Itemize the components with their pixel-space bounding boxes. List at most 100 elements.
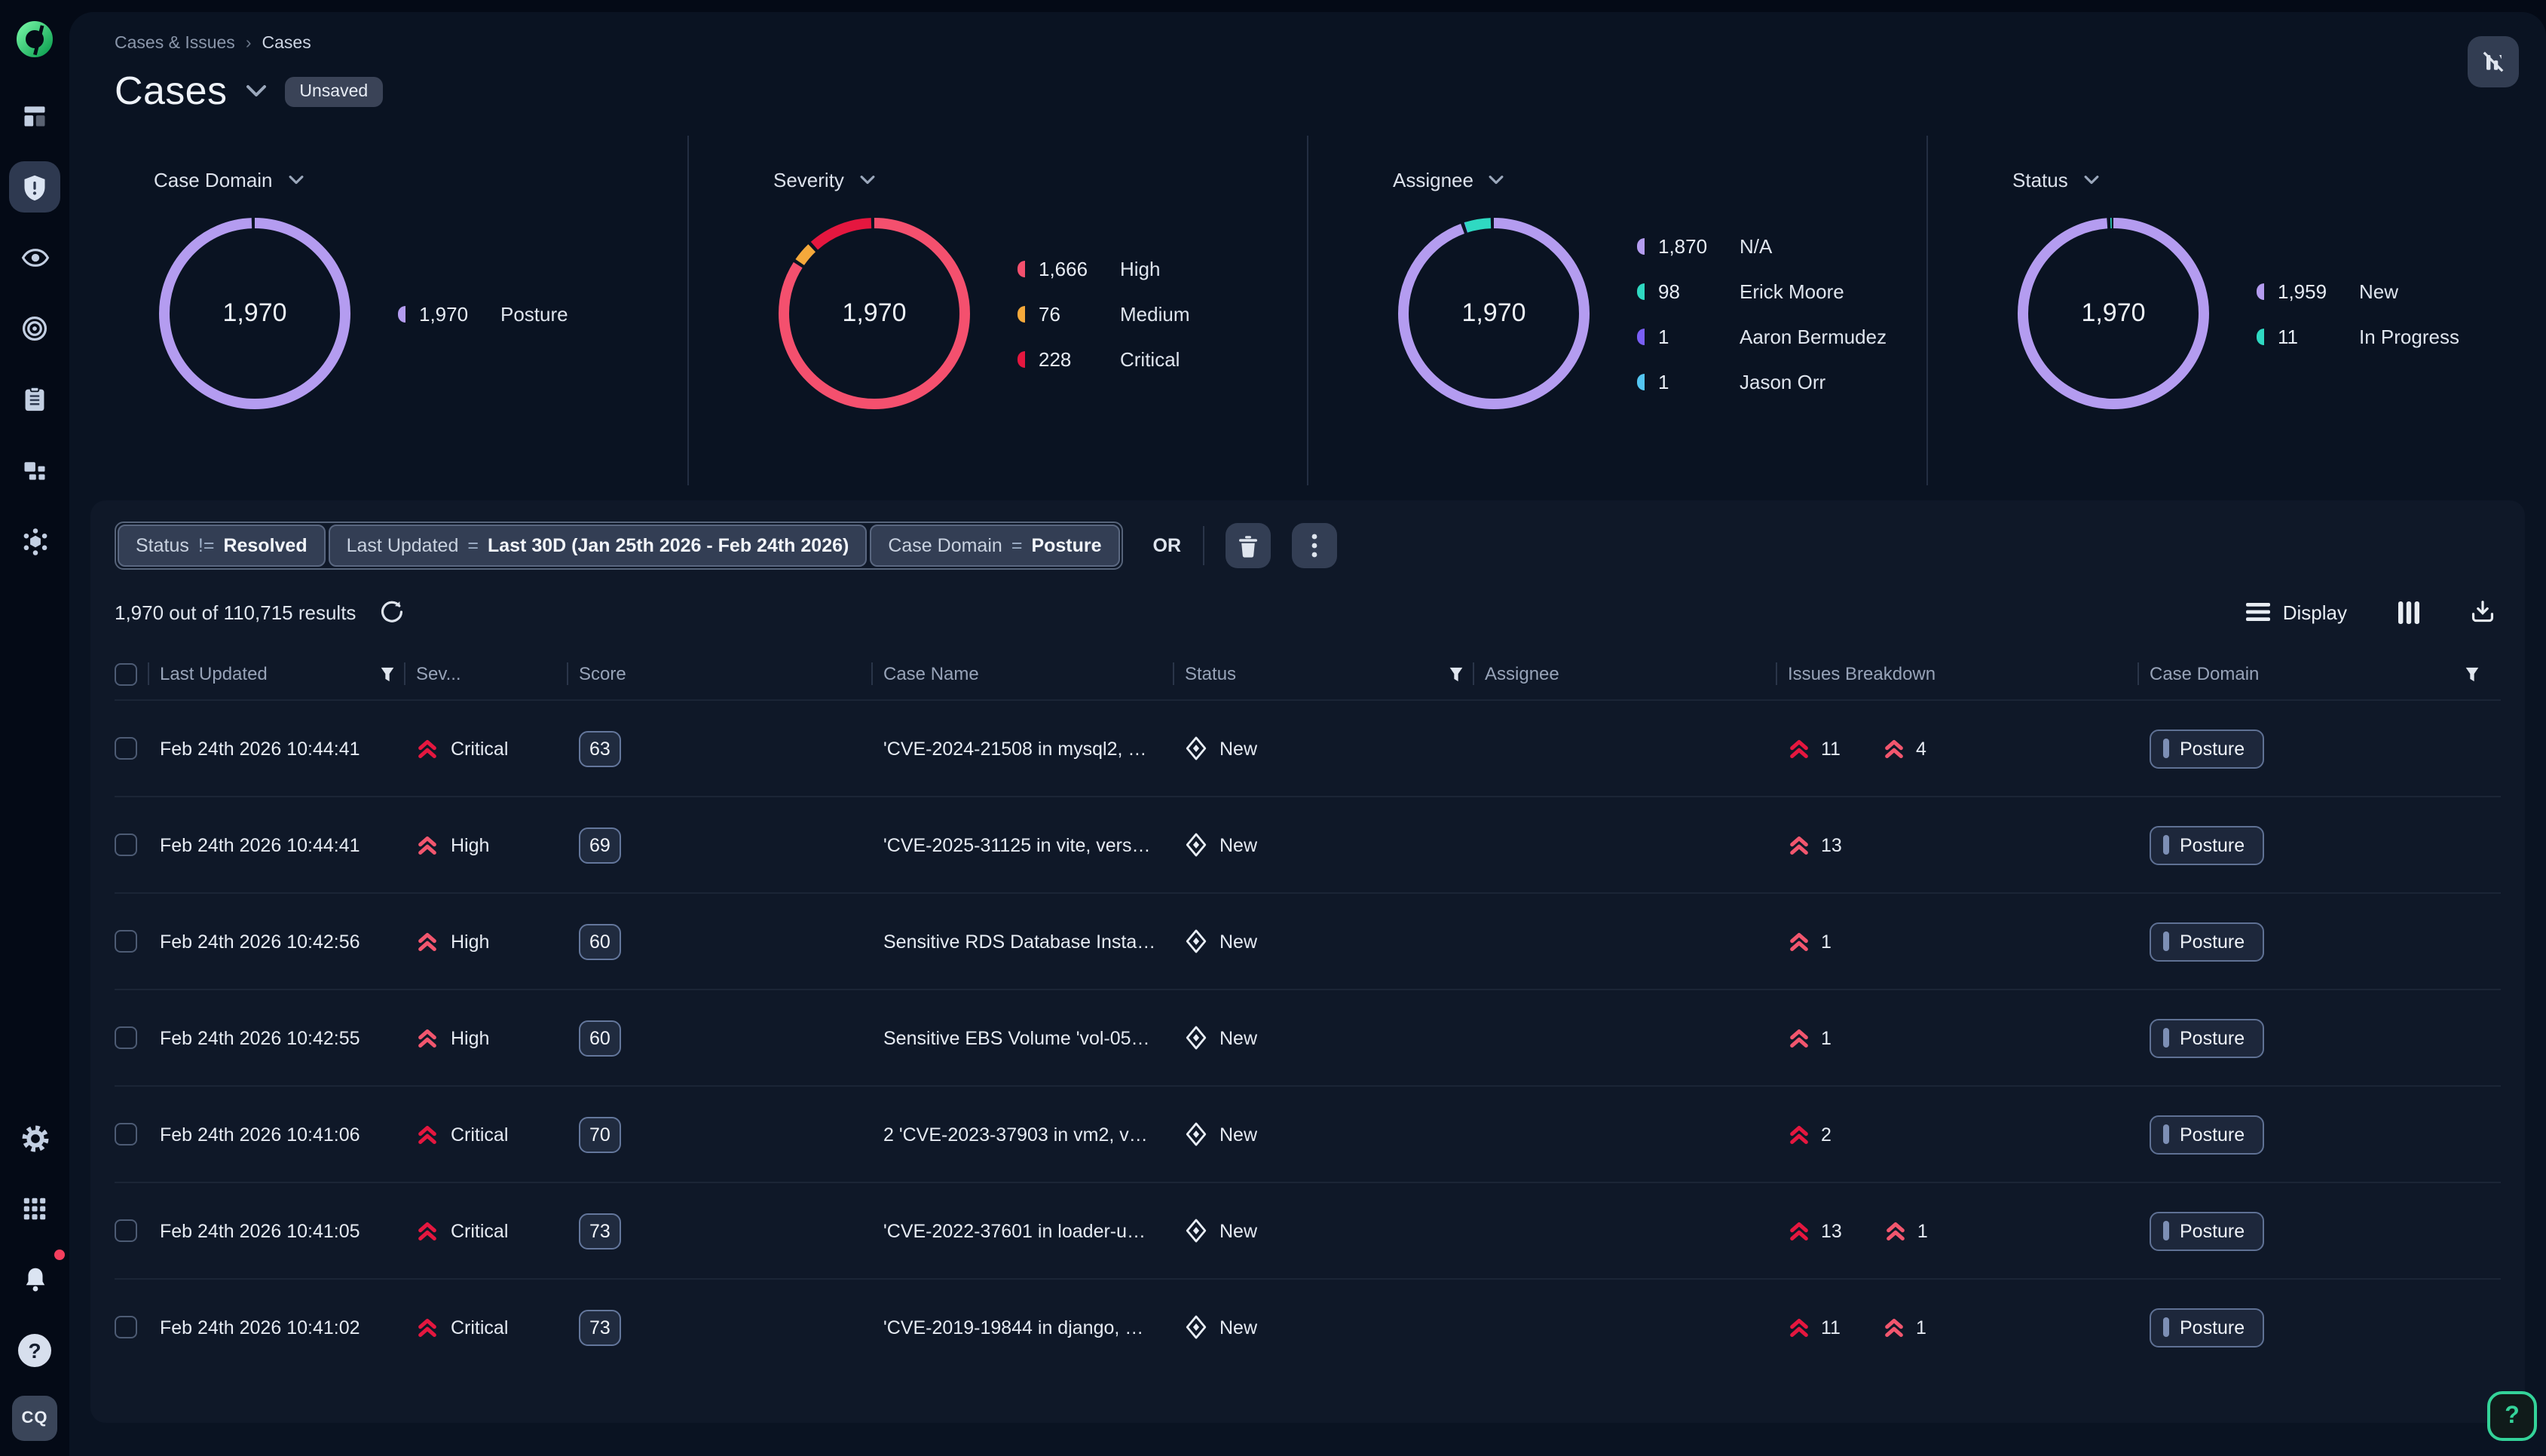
donut-total: 1,970 xyxy=(2012,213,2214,414)
column-filter-icon[interactable] xyxy=(2465,665,2480,682)
chart-card-header[interactable]: Assignee xyxy=(1393,169,1505,191)
sidebar-item-threat-swarm[interactable] xyxy=(9,515,60,567)
table-row[interactable]: Feb 24th 2026 10:41:02 Critical 73 'CVE-… xyxy=(115,1278,2501,1375)
row-checkbox[interactable] xyxy=(115,834,137,856)
notifications-bell-icon[interactable] xyxy=(9,1254,60,1305)
case-domain-badge[interactable]: Posture xyxy=(2150,729,2264,768)
settings-gear-icon[interactable] xyxy=(9,1112,60,1164)
hide-charts-button[interactable] xyxy=(2468,36,2519,87)
sidebar-item-visibility[interactable] xyxy=(9,232,60,283)
cell-issues-breakdown: 2 xyxy=(1788,1124,2150,1145)
row-checkbox[interactable] xyxy=(115,737,137,760)
case-domain-badge[interactable]: Posture xyxy=(2150,922,2264,961)
breadcrumb-parent[interactable]: Cases & Issues xyxy=(115,35,235,53)
table-row[interactable]: Feb 24th 2026 10:42:55 High 60 Sensitive… xyxy=(115,989,2501,1085)
table-row[interactable]: Feb 24th 2026 10:41:05 Critical 73 'CVE-… xyxy=(115,1182,2501,1278)
filter-chip[interactable]: Status != Resolved xyxy=(118,525,326,567)
row-checkbox[interactable] xyxy=(115,1219,137,1242)
column-header-severity[interactable]: Sev... xyxy=(416,663,579,684)
case-name-link[interactable]: 'CVE-2022-37601 in loader-u… xyxy=(883,1220,1146,1241)
table-row[interactable]: Feb 24th 2026 10:41:06 Critical 70 2 'CV… xyxy=(115,1085,2501,1182)
case-name-link[interactable]: 'CVE-2025-31125 in vite, vers… xyxy=(883,834,1151,855)
chart-card-header[interactable]: Severity xyxy=(773,169,876,191)
app-window: ? CQ Cases & Issues › Cases Cases Unsave… xyxy=(0,0,2546,1456)
column-header-case_name[interactable]: Case Name xyxy=(883,663,1185,684)
help-circle-icon[interactable]: ? xyxy=(9,1325,60,1376)
legend-item[interactable]: 228 Critical xyxy=(1017,343,1190,375)
or-label[interactable]: OR xyxy=(1153,535,1182,556)
chart-legend: 1,666 High 76 Medium 228 Critical xyxy=(1017,252,1190,375)
status-new-icon xyxy=(1185,1218,1207,1243)
filter-chip[interactable]: Last Updated = Last 30D (Jan 25th 2026 -… xyxy=(329,525,868,567)
breadcrumb-current[interactable]: Cases xyxy=(262,35,311,53)
column-header-score[interactable]: Score xyxy=(579,663,883,684)
posture-domain-icon xyxy=(2163,931,2169,951)
case-name-link[interactable]: Sensitive EBS Volume 'vol-05… xyxy=(883,1027,1150,1048)
title-chevron-down-icon[interactable] xyxy=(245,84,266,98)
legend-item[interactable]: 98 Erick Moore xyxy=(1637,275,1887,307)
case-name-link[interactable]: Sensitive RDS Database Insta… xyxy=(883,931,1155,952)
row-checkbox[interactable] xyxy=(115,1123,137,1146)
chart-card-header[interactable]: Status xyxy=(2012,169,2100,191)
cell-case-domain: Posture xyxy=(2150,1308,2501,1347)
donut-chart[interactable]: 1,970 xyxy=(1393,213,1595,414)
chart-card-header[interactable]: Case Domain xyxy=(154,169,304,191)
case-domain-badge[interactable]: Posture xyxy=(2150,1308,2264,1347)
user-avatar[interactable]: CQ xyxy=(12,1396,57,1441)
column-header-select[interactable] xyxy=(115,662,160,685)
sidebar-item-cases-issues[interactable] xyxy=(9,161,60,213)
cell-status: New xyxy=(1185,1121,1485,1147)
display-button[interactable]: Display xyxy=(2241,595,2353,629)
severity-chevrons-icon xyxy=(416,834,439,855)
case-name-link[interactable]: 'CVE-2019-19844 in django, … xyxy=(883,1317,1143,1338)
legend-item[interactable]: 1 Aaron Bermudez xyxy=(1637,320,1887,352)
case-domain-badge[interactable]: Posture xyxy=(2150,1115,2264,1154)
sidebar-item-dashboards[interactable] xyxy=(9,90,60,142)
sidebar-item-inventory[interactable] xyxy=(9,445,60,496)
legend-item[interactable]: 1,959 New xyxy=(2257,275,2459,307)
donut-chart[interactable]: 1,970 xyxy=(773,213,975,414)
column-filter-icon[interactable] xyxy=(1449,665,1464,682)
brand-logo-icon[interactable] xyxy=(14,18,56,60)
legend-item[interactable]: 1 Jason Orr xyxy=(1637,366,1887,397)
case-domain-badge[interactable]: Posture xyxy=(2150,1211,2264,1250)
donut-chart[interactable]: 1,970 xyxy=(2012,213,2214,414)
download-button[interactable] xyxy=(2465,594,2501,630)
legend-item[interactable]: 76 Medium xyxy=(1017,298,1190,329)
table-row[interactable]: Feb 24th 2026 10:44:41 High 69 'CVE-2025… xyxy=(115,796,2501,892)
row-checkbox[interactable] xyxy=(115,930,137,953)
case-domain-badge[interactable]: Posture xyxy=(2150,1018,2264,1057)
help-button[interactable]: ? xyxy=(2487,1391,2537,1441)
column-header-assignee[interactable]: Assignee xyxy=(1485,663,1788,684)
legend-item[interactable]: 1,970 Posture xyxy=(398,298,568,329)
table-row[interactable]: Feb 24th 2026 10:44:41 Critical 63 'CVE-… xyxy=(115,699,2501,796)
issues-count: 1 xyxy=(1916,1317,1926,1338)
table-row[interactable]: Feb 24th 2026 10:42:56 High 60 Sensitive… xyxy=(115,892,2501,989)
filter-chip[interactable]: Case Domain = Posture xyxy=(870,525,1119,567)
apps-grid-icon[interactable] xyxy=(9,1183,60,1234)
columns-button[interactable] xyxy=(2392,595,2425,629)
row-checkbox[interactable] xyxy=(115,1026,137,1049)
select-all-checkbox[interactable] xyxy=(115,662,137,685)
column-header-issues_breakdown[interactable]: Issues Breakdown xyxy=(1788,663,2150,684)
sidebar-item-attack-paths[interactable] xyxy=(9,303,60,354)
row-checkbox[interactable] xyxy=(115,1316,137,1338)
legend-item[interactable]: 1,666 High xyxy=(1017,252,1190,284)
cell-select xyxy=(115,1219,160,1242)
legend-item[interactable]: 11 In Progress xyxy=(2257,320,2459,352)
refresh-button[interactable] xyxy=(374,594,410,630)
chevron-down-icon xyxy=(859,175,876,185)
sidebar-item-compliance[interactable] xyxy=(9,374,60,425)
column-header-last_updated[interactable]: Last Updated xyxy=(160,663,416,684)
case-domain-badge[interactable]: Posture xyxy=(2150,825,2264,864)
column-filter-icon[interactable] xyxy=(380,665,395,682)
more-options-kebab-icon[interactable] xyxy=(1291,523,1336,568)
column-header-case_domain[interactable]: Case Domain xyxy=(2150,663,2501,684)
case-name-link[interactable]: 2 'CVE-2023-37903 in vm2, v… xyxy=(883,1124,1148,1145)
delete-filters-button[interactable] xyxy=(1225,523,1270,568)
column-header-status[interactable]: Status xyxy=(1185,663,1485,684)
legend-item[interactable]: 1,870 N/A xyxy=(1637,230,1887,262)
donut-chart[interactable]: 1,970 xyxy=(154,213,356,414)
case-name-link[interactable]: 'CVE-2024-21508 in mysql2, … xyxy=(883,738,1146,759)
cell-case-name: Sensitive EBS Volume 'vol-05… xyxy=(883,1027,1185,1048)
